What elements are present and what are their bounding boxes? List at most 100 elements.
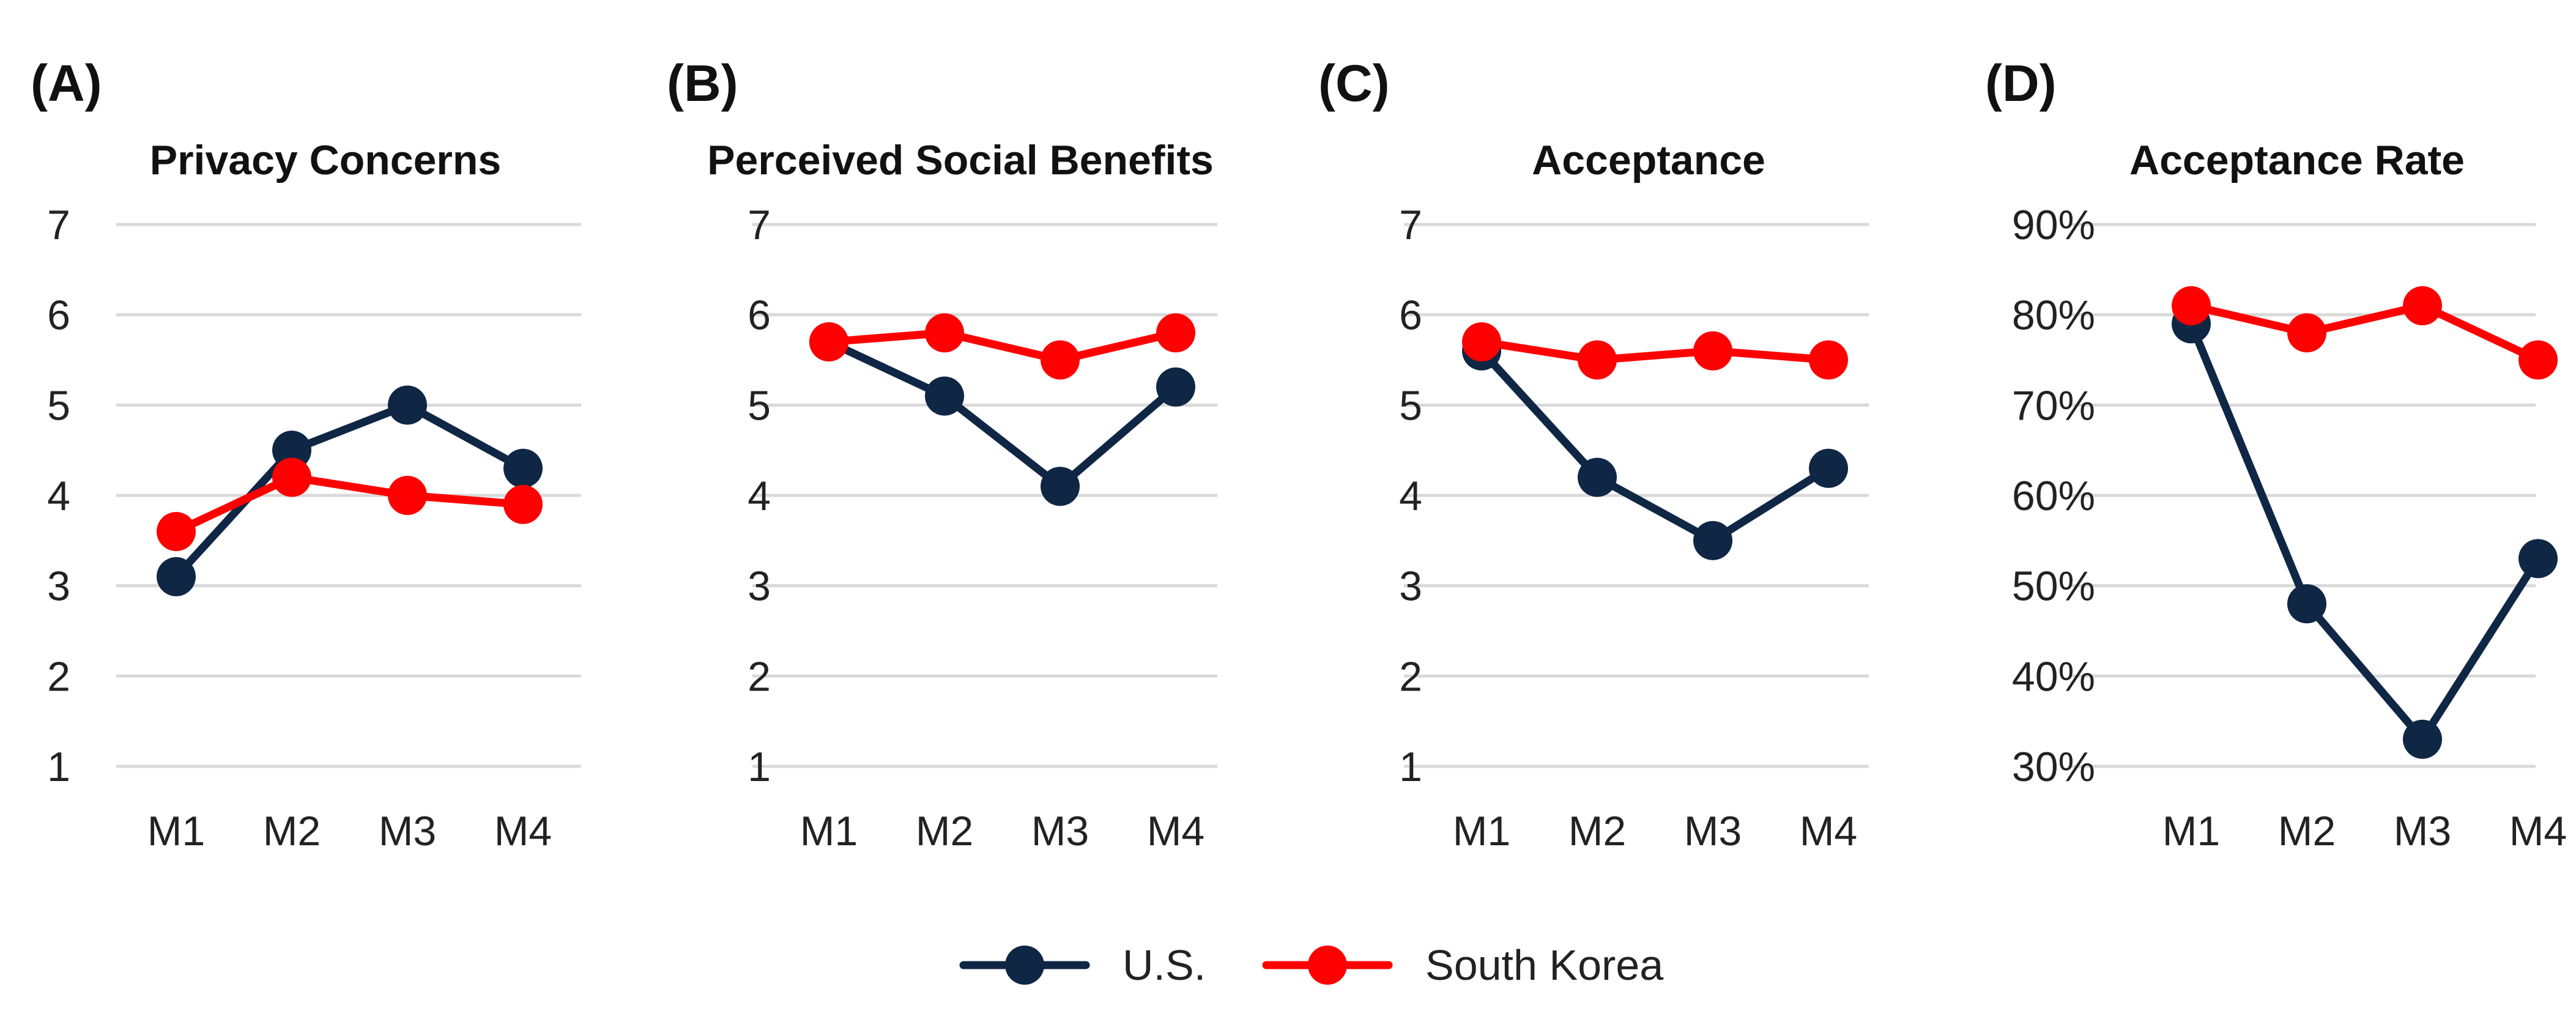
data-point-korea (1462, 322, 1501, 361)
y-tick-label: 5 (748, 382, 771, 429)
chart-panel-3: (C) Acceptance 1 2 3 4 5 6 7 M1 M2 M3 M4 (1318, 54, 1869, 854)
data-point-us (2287, 584, 2326, 624)
data-point-us (1156, 367, 1195, 407)
series-line-us (1477, 347, 1833, 545)
x-tick-label: M3 (2394, 808, 2451, 854)
x-tick-label: M1 (1453, 808, 1510, 854)
legend-us-marker (1005, 946, 1044, 985)
x-tick-label: M4 (1800, 808, 1857, 854)
y-tick-label: 70% (2012, 382, 2095, 429)
data-point-korea (1809, 340, 1848, 380)
chart-panel-4: (D) Acceptance Rate 30% 40% 50% 60% 70% 80% 90% M… (1985, 54, 2567, 854)
chart-panels: (A) Privacy Concerns 1 2 3 4 5 6 7 M1 M2 M3 M4 (B) Per… (31, 54, 2567, 854)
y-tick-label: 7 (47, 202, 70, 248)
data-point-us (1809, 448, 1848, 488)
data-point-korea (809, 322, 848, 361)
data-point-us (503, 448, 543, 488)
x-tick-label: M2 (2278, 808, 2336, 854)
x-tick-label: M4 (2509, 808, 2567, 854)
panel-letter: (A) (31, 54, 102, 112)
x-tick-label: M2 (1568, 808, 1626, 854)
data-point-korea (157, 512, 196, 552)
data-point-us (1041, 467, 1080, 506)
legend: U.S. South Korea (959, 941, 1663, 989)
data-point-korea (1156, 313, 1195, 353)
data-point-us (1578, 457, 1617, 497)
y-tick-label: 7 (748, 202, 771, 248)
x-tick-label: M4 (1147, 808, 1204, 854)
y-tick-label: 50% (2012, 563, 2095, 610)
x-tick-label: M2 (916, 808, 973, 854)
data-point-us (2403, 719, 2442, 759)
y-tick-label: 40% (2012, 653, 2095, 700)
data-point-korea (1041, 340, 1080, 380)
panel-title: Perceived Social Benefits (707, 137, 1214, 183)
series-line-korea (1477, 338, 1833, 364)
x-tick-label: M1 (800, 808, 858, 854)
y-tick-label: 5 (1399, 382, 1422, 429)
x-tick-label: M2 (263, 808, 321, 854)
data-point-us (272, 431, 311, 470)
data-point-us (925, 376, 964, 416)
data-point-korea (2172, 286, 2211, 325)
y-tick-label: 60% (2012, 473, 2095, 519)
y-tick-label: 4 (47, 473, 70, 519)
y-tick-label: 4 (1399, 473, 1422, 519)
series-line-korea (825, 328, 1180, 364)
y-tick-label: 6 (1399, 292, 1422, 339)
panel-title: Acceptance (1532, 137, 1765, 183)
data-point-korea (925, 313, 964, 353)
x-tick-label: M3 (1031, 808, 1089, 854)
data-point-korea (2518, 340, 2558, 380)
panel-title: Privacy Concerns (150, 137, 502, 183)
data-point-us (157, 557, 196, 596)
y-tick-label: 1 (47, 744, 70, 790)
data-point-korea (1693, 331, 1732, 371)
y-tick-label: 1 (1399, 744, 1422, 790)
series-line-us (825, 338, 1180, 491)
data-point-korea (2403, 286, 2442, 325)
series-line-korea (2187, 302, 2542, 364)
data-point-korea (2287, 313, 2326, 353)
y-tick-label: 90% (2012, 202, 2095, 248)
legend-korea-label: South Korea (1425, 941, 1663, 989)
legend-us-label: U.S. (1123, 941, 1206, 989)
x-tick-label: M3 (379, 808, 436, 854)
y-tick-label: 30% (2012, 744, 2095, 790)
data-point-korea (388, 476, 427, 515)
y-tick-label: 80% (2012, 292, 2095, 339)
chart-panel-2: (B) Perceived Social Benefits 1 2 3 4 5 6 7 M1 M2 M… (667, 54, 1217, 854)
data-point-us (1693, 520, 1732, 560)
series-line-us (2187, 319, 2542, 744)
x-tick-label: M3 (1684, 808, 1742, 854)
data-point-us (2518, 539, 2558, 579)
x-tick-label: M1 (147, 808, 205, 854)
y-tick-label: 5 (47, 382, 70, 429)
data-point-korea (503, 484, 543, 524)
y-tick-label: 4 (748, 473, 771, 519)
chart-panel-1: (A) Privacy Concerns 1 2 3 4 5 6 7 M1 M2 M3 M4 (31, 54, 581, 854)
panel-letter: (B) (667, 54, 738, 112)
series-line-korea (172, 473, 527, 536)
panel-letter: (C) (1318, 54, 1390, 112)
x-tick-label: M1 (2162, 808, 2220, 854)
y-tick-label: 7 (1399, 202, 1422, 248)
y-tick-label: 3 (47, 563, 70, 610)
y-tick-label: 2 (748, 653, 771, 700)
y-tick-label: 2 (1399, 653, 1422, 700)
y-tick-label: 6 (47, 292, 70, 339)
panel-title: Acceptance Rate (2129, 137, 2465, 183)
x-tick-label: M4 (494, 808, 552, 854)
y-tick-label: 1 (748, 744, 771, 790)
data-point-korea (272, 457, 311, 497)
y-tick-label: 2 (47, 653, 70, 700)
y-tick-label: 3 (748, 563, 771, 610)
series-line-us (172, 401, 527, 581)
panel-letter: (D) (1985, 54, 2057, 112)
y-tick-label: 3 (1399, 563, 1422, 610)
data-point-us (388, 385, 427, 425)
legend-korea-marker (1308, 946, 1347, 985)
y-tick-label: 6 (748, 292, 771, 339)
data-point-korea (1578, 340, 1617, 380)
